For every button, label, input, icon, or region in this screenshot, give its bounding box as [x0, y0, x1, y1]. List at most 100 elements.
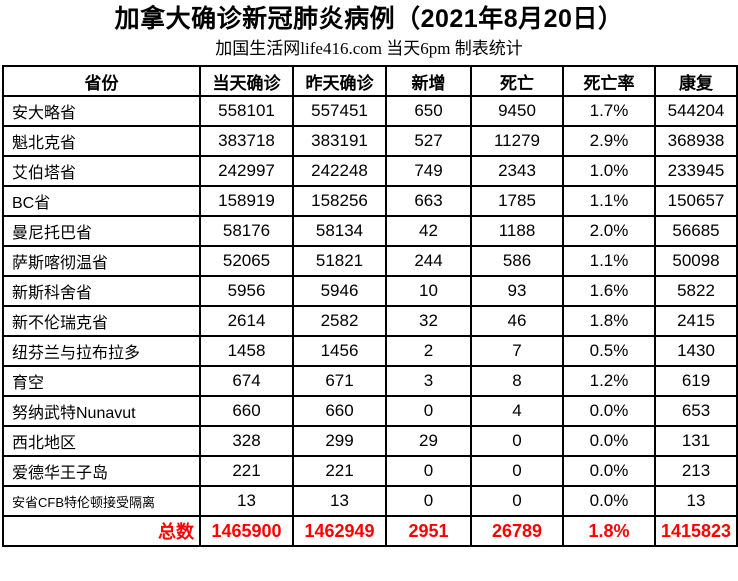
table-row: 艾伯塔省 242997 242248 749 2343 1.0% 233945	[2, 155, 738, 187]
value-cell: 1.2%	[562, 365, 656, 397]
province-cell: 育空	[2, 365, 201, 397]
value-cell: 1.6%	[562, 275, 656, 307]
value-cell: 663	[385, 185, 472, 217]
value-cell: 586	[470, 245, 564, 277]
province-cell: 西北地区	[2, 425, 201, 457]
value-cell: 9450	[470, 95, 564, 127]
value-cell: 13	[292, 485, 387, 517]
total-value-cell: 1415823	[654, 515, 738, 547]
covid-cases-table: 省份 当天确诊 昨天确诊 新增 死亡 死亡率 康复 安大略省 558101 557451 650 9…	[2, 65, 738, 547]
table-row: 安省CFB特伦顿接受隔离 13 13 0 0 0.0% 13	[2, 485, 738, 517]
value-cell: 244	[385, 245, 472, 277]
value-cell: 674	[199, 365, 294, 397]
value-cell: 93	[470, 275, 564, 307]
total-value-cell: 1462949	[292, 515, 387, 547]
value-cell: 2582	[292, 305, 387, 337]
value-cell: 50098	[654, 245, 738, 277]
value-cell: 0.0%	[562, 425, 656, 457]
value-cell: 42	[385, 215, 472, 247]
value-cell: 1.1%	[562, 245, 656, 277]
value-cell: 8	[470, 365, 564, 397]
table-row: 萨斯喀彻温省 52065 51821 244 586 1.1% 50098	[2, 245, 738, 277]
province-cell: 萨斯喀彻温省	[2, 245, 201, 277]
value-cell: 158919	[199, 185, 294, 217]
value-cell: 51821	[292, 245, 387, 277]
value-cell: 213	[654, 455, 738, 487]
header-row: 省份 当天确诊 昨天确诊 新增 死亡 死亡率 康复	[2, 65, 738, 97]
value-cell: 1.7%	[562, 95, 656, 127]
value-cell: 660	[292, 395, 387, 427]
table-row: BC省 158919 158256 663 1785 1.1% 150657	[2, 185, 738, 217]
value-cell: 13	[199, 485, 294, 517]
table-row: 西北地区 328 299 29 0 0.0% 131	[2, 425, 738, 457]
table-row: 育空 674 671 3 8 1.2% 619	[2, 365, 738, 397]
value-cell: 5956	[199, 275, 294, 307]
province-cell: 努纳武特Nunavut	[2, 395, 201, 427]
value-cell: 0	[470, 425, 564, 457]
total-value-cell: 26789	[470, 515, 564, 547]
value-cell: 158256	[292, 185, 387, 217]
province-cell: 纽芬兰与拉布拉多	[2, 335, 201, 367]
value-cell: 10	[385, 275, 472, 307]
value-cell: 5822	[654, 275, 738, 307]
value-cell: 1.1%	[562, 185, 656, 217]
province-cell: 魁北克省	[2, 125, 201, 157]
value-cell: 1188	[470, 215, 564, 247]
value-cell: 1785	[470, 185, 564, 217]
value-cell: 131	[654, 425, 738, 457]
value-cell: 58134	[292, 215, 387, 247]
value-cell: 221	[292, 455, 387, 487]
province-cell: 新斯科舍省	[2, 275, 201, 307]
header-cell-6: 康复	[654, 65, 738, 97]
value-cell: 383718	[199, 125, 294, 157]
subtitle: 加国生活网life416.com 当天6pm 制表统计	[215, 39, 523, 58]
value-cell: 749	[385, 155, 472, 187]
value-cell: 32	[385, 305, 472, 337]
value-cell: 328	[199, 425, 294, 457]
value-cell: 544204	[654, 95, 738, 127]
table-row: 纽芬兰与拉布拉多 1458 1456 2 7 0.5% 1430	[2, 335, 738, 367]
header-cell-5: 死亡率	[562, 65, 656, 97]
value-cell: 4	[470, 395, 564, 427]
value-cell: 2343	[470, 155, 564, 187]
value-cell: 650	[385, 95, 472, 127]
value-cell: 2	[385, 335, 472, 367]
value-cell: 1456	[292, 335, 387, 367]
value-cell: 13	[654, 485, 738, 517]
value-cell: 233945	[654, 155, 738, 187]
value-cell: 2415	[654, 305, 738, 337]
value-cell: 527	[385, 125, 472, 157]
value-cell: 0	[385, 455, 472, 487]
value-cell: 368938	[654, 125, 738, 157]
total-row: 总数 1465900 1462949 2951 26789 1.8% 1415823	[2, 515, 738, 547]
page-title: 加拿大确诊新冠肺炎病例（2021年8月20日）	[114, 5, 624, 33]
table-row: 魁北克省 383718 383191 527 11279 2.9% 368938	[2, 125, 738, 157]
province-cell: 新不伦瑞克省	[2, 305, 201, 337]
value-cell: 653	[654, 395, 738, 427]
province-cell: 曼尼托巴省	[2, 215, 201, 247]
value-cell: 7	[470, 335, 564, 367]
value-cell: 660	[199, 395, 294, 427]
value-cell: 0	[385, 485, 472, 517]
province-cell: 爱德华王子岛	[2, 455, 201, 487]
value-cell: 0.5%	[562, 335, 656, 367]
value-cell: 299	[292, 425, 387, 457]
value-cell: 52065	[199, 245, 294, 277]
value-cell: 383191	[292, 125, 387, 157]
value-cell: 11279	[470, 125, 564, 157]
header-cell-0: 省份	[2, 65, 201, 97]
header-cell-3: 新增	[385, 65, 472, 97]
value-cell: 1.0%	[562, 155, 656, 187]
value-cell: 619	[654, 365, 738, 397]
value-cell: 242997	[199, 155, 294, 187]
table-row: 曼尼托巴省 58176 58134 42 1188 2.0% 56685	[2, 215, 738, 247]
header-cell-2: 昨天确诊	[292, 65, 387, 97]
value-cell: 5946	[292, 275, 387, 307]
value-cell: 671	[292, 365, 387, 397]
value-cell: 0.0%	[562, 455, 656, 487]
value-cell: 221	[199, 455, 294, 487]
value-cell: 0.0%	[562, 485, 656, 517]
total-value-cell: 2951	[385, 515, 472, 547]
value-cell: 46	[470, 305, 564, 337]
